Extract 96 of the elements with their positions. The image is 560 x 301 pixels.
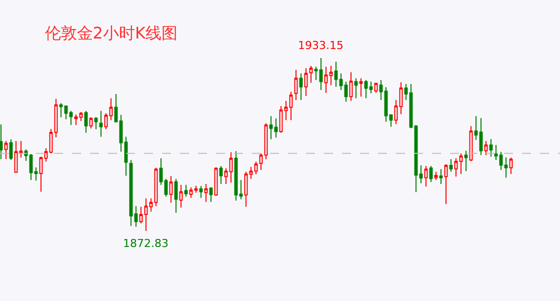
candlestick [109,98,113,121]
candlestick [219,165,223,185]
candlestick [449,158,453,172]
candlestick [269,116,273,140]
chart-title: 伦敦金2小时K线图 [44,24,178,43]
candlestick [454,158,458,178]
candlestick [299,72,303,101]
candlestick [29,153,33,181]
candlestick [174,178,178,214]
candlestick [459,152,463,175]
candlestick [389,114,393,128]
candlestick [444,164,448,205]
candlestick [184,184,188,198]
candlestick [54,98,58,138]
candlestick [274,118,278,138]
candlestick [69,110,73,126]
candlestick [294,69,298,101]
candlestick [319,58,323,90]
candlestick [254,161,258,175]
candlestick [404,83,408,101]
candlestick [209,186,213,202]
candlestick [79,112,83,122]
candlestick [424,165,428,188]
candlestick [234,150,238,202]
candlestick [74,114,78,126]
candlestick [499,151,503,170]
candlestick [344,81,348,102]
candlestick [509,157,513,175]
candlestick [0,124,3,160]
candlestick [464,150,468,172]
candlestick [179,184,183,208]
candlestick [399,82,403,115]
candlestick [314,66,318,80]
candlestick [104,112,108,130]
candlestick [4,140,8,160]
candlestick [229,152,233,184]
candlestick [114,93,118,123]
candlestick [64,106,68,120]
candlestick [159,158,163,186]
candlestick [394,100,398,125]
candlestick [169,176,173,204]
candlestick [304,68,308,96]
candlestick [364,79,368,99]
candlestick [284,100,288,121]
candlestick [144,198,148,232]
candlestick [359,78,363,98]
candlestick [334,61,338,88]
candlestick [89,116,93,129]
candlestick [199,186,203,198]
candlestick [309,65,313,84]
candlestick [289,91,293,121]
candlestick [189,186,193,198]
candlestick [149,198,153,212]
candlestick [249,166,253,180]
candlestick [379,79,383,101]
candlestick [99,110,103,138]
candlestick [129,159,133,226]
candlestick [39,156,43,192]
candlestick [59,102,63,118]
candlestick [34,166,38,182]
candlestick [84,110,88,134]
candlestick [259,152,263,170]
annotation: 1933.15 [298,39,344,52]
candlestick [369,81,373,94]
candlestick [19,140,23,158]
candlestick [204,184,208,202]
candlestick [239,180,243,200]
candlestick [409,83,413,129]
candlestick [119,114,123,152]
candlestick [504,156,508,178]
candlestick [329,65,333,86]
candlestick [429,165,433,183]
annotation: 1872.83 [123,237,168,250]
candlestick [384,86,388,122]
candlestick [479,118,483,156]
candlestick [134,206,138,228]
candlestick [354,78,358,99]
candlestick [324,66,328,94]
candlestick [14,140,18,173]
candlestick [44,148,48,162]
candlestick [484,140,488,156]
candlestick [489,138,493,158]
candlestick [434,171,438,181]
candlestick [224,168,228,185]
candlestick [124,136,128,176]
candlestick [419,164,423,184]
candlestick [94,116,98,130]
candlestick [349,72,353,102]
candlestick [414,124,418,193]
candlestick [494,144,498,160]
candlestick [439,168,443,185]
candlestick [474,116,478,140]
candlestick [194,185,198,194]
candlestick [244,171,248,208]
candlestick [139,206,143,224]
candlestick [339,72,343,90]
